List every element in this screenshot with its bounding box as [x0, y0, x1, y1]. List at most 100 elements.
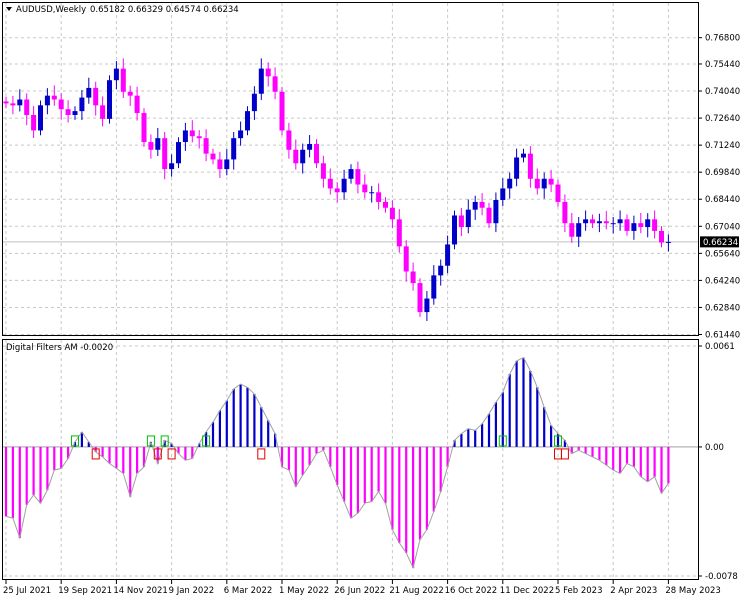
dropdown-triangle-icon[interactable] — [6, 7, 12, 11]
sell-signal-box — [167, 448, 176, 460]
current-price-label: 0.66234 — [703, 238, 738, 248]
time-tick-label: 5 Feb 2023 — [555, 586, 603, 596]
bear-candle — [376, 192, 382, 202]
filter-line — [5, 356, 669, 570]
bull-candle — [44, 95, 50, 106]
bull-candle — [238, 130, 244, 139]
sell-signal-box — [257, 448, 266, 460]
bear-candle — [527, 153, 533, 179]
sell-signal-box — [560, 448, 569, 460]
ohlc-values: 0.65182 0.66329 0.64574 0.66234 — [90, 5, 239, 15]
bear-candle — [293, 149, 299, 164]
sell-signal-box — [91, 448, 100, 460]
time-tick-label: 9 Jan 2022 — [169, 586, 215, 596]
bull-candle — [341, 178, 347, 193]
bear-candle — [479, 201, 485, 208]
bull-candle — [445, 244, 451, 266]
bear-candle — [603, 221, 609, 224]
price-grid — [3, 3, 698, 335]
bear-candle — [120, 68, 126, 92]
bear-candle — [383, 201, 388, 208]
indicator-pane-frame[interactable] — [2, 339, 699, 580]
bear-candle — [189, 130, 195, 137]
time-tick-label: 26 Jun 2022 — [334, 586, 385, 596]
bull-candle — [424, 298, 430, 313]
price-tick-label: 0.75440 — [705, 60, 740, 70]
bear-candle — [141, 113, 147, 143]
bear-candle — [334, 188, 340, 193]
bear-candle — [534, 178, 540, 189]
bear-candle — [31, 114, 37, 131]
price-tick-label: 0.71240 — [705, 141, 740, 151]
bear-candle — [148, 142, 154, 150]
bull-candle — [224, 159, 230, 170]
bear-candle — [217, 159, 223, 170]
bear-candle — [590, 219, 595, 224]
price-tick-label: 0.72640 — [705, 114, 740, 124]
bear-candle — [265, 68, 271, 77]
bear-candle — [362, 184, 368, 193]
bear-candle — [569, 223, 575, 237]
price-tick-label: 0.67040 — [705, 222, 740, 232]
price-tick-label: 0.64240 — [705, 276, 740, 286]
bear-candle — [196, 136, 202, 139]
bull-candle — [17, 99, 23, 106]
bear-candle — [162, 138, 168, 170]
bull-candle — [514, 157, 520, 179]
bull-candle — [72, 111, 78, 115]
symbol-title: AUDUSD,Weekly — [16, 5, 86, 15]
price-tick-label: 0.61440 — [705, 331, 740, 341]
bear-candle — [389, 207, 395, 220]
current-price-marker: 0.66234 — [700, 236, 739, 248]
bull-candle — [596, 221, 602, 224]
buy-signal-box — [71, 435, 79, 447]
bull-candle — [576, 223, 582, 237]
indicator-bars — [4, 356, 670, 570]
bear-candle — [555, 184, 561, 202]
price-tick-label: 0.74040 — [705, 87, 740, 97]
price-tick-label: 0.68440 — [705, 195, 740, 205]
bear-candle — [410, 271, 416, 284]
bear-candle — [10, 103, 16, 106]
time-tick-label: 28 May 2023 — [665, 586, 720, 596]
bear-candle — [58, 99, 64, 110]
buy-signal-box — [160, 435, 169, 447]
indicator-title: Digital Filters AM -0.0020 — [6, 343, 113, 353]
price-pane-title: AUDUSD,Weekly 0.65182 0.66329 0.64574 0.… — [6, 5, 239, 15]
bull-candle — [472, 201, 478, 210]
bear-candle — [65, 109, 71, 115]
bear-candle — [403, 246, 409, 272]
bull-candle — [107, 80, 112, 119]
bull-candle — [500, 188, 506, 201]
bear-candle — [127, 91, 133, 96]
bear-candle — [659, 230, 664, 243]
bull-candle — [438, 265, 444, 276]
bear-candle — [458, 215, 464, 228]
bear-candle — [562, 201, 568, 224]
price-pane-frame[interactable] — [2, 2, 699, 336]
bear-candle — [134, 95, 140, 114]
bull-candle — [307, 143, 313, 150]
bear-candle — [279, 91, 285, 131]
time-tick-label: 1 May 2022 — [279, 586, 329, 596]
buy-signal-box — [202, 435, 211, 447]
bull-candle — [507, 178, 513, 189]
time-tick-label: 19 Sep 2021 — [58, 586, 112, 596]
bear-candle — [486, 207, 492, 224]
bull-candle — [583, 219, 589, 224]
bull-candle — [113, 68, 119, 81]
bear-candle — [3, 101, 9, 104]
bull-candle — [79, 97, 85, 112]
bear-candle — [314, 143, 319, 164]
bull-candle — [521, 153, 526, 158]
time-tick-label: 11 Dec 2022 — [500, 586, 554, 596]
price-tick-label: 0.62840 — [705, 303, 740, 313]
bear-candle — [210, 153, 216, 160]
time-tick-label: 6 Mar 2022 — [224, 586, 272, 596]
bear-candle — [51, 95, 57, 100]
buy-signal-box — [146, 435, 155, 447]
bear-candle — [548, 178, 554, 185]
bull-candle — [251, 93, 257, 112]
bear-candle — [93, 87, 99, 106]
